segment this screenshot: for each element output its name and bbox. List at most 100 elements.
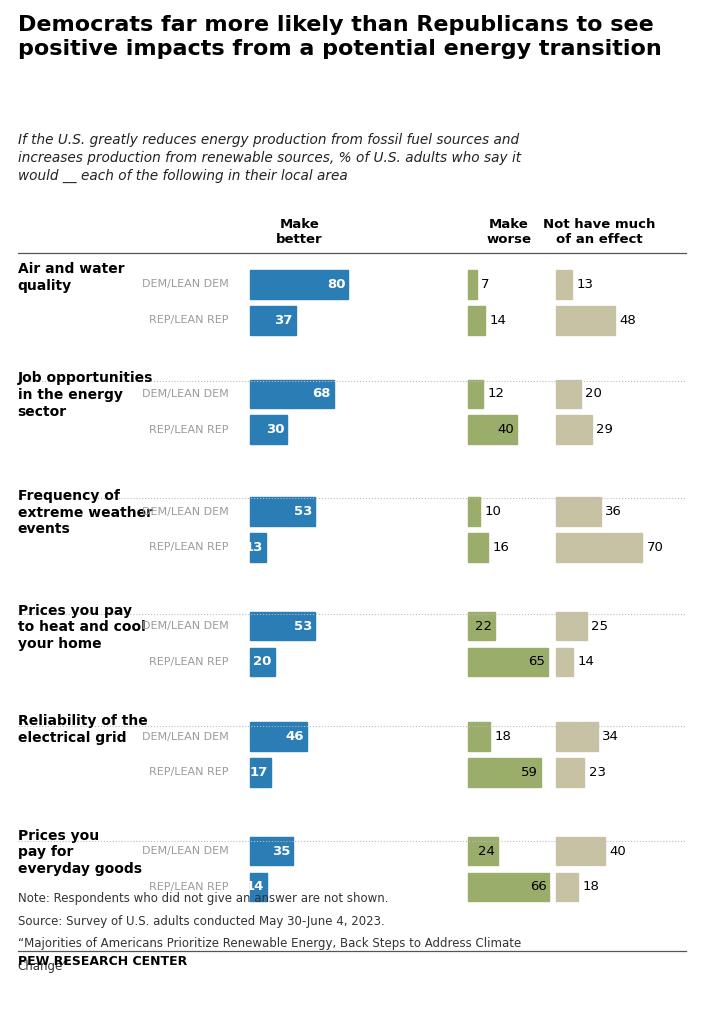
Text: 22: 22 (475, 620, 493, 632)
Text: 40: 40 (610, 845, 627, 857)
Text: Note: Respondents who did not give an answer are not shown.: Note: Respondents who did not give an an… (18, 892, 388, 905)
Bar (250, 415, 287, 444)
Text: DEM/LEAN DEM: DEM/LEAN DEM (142, 846, 229, 856)
Bar (556, 873, 579, 901)
Text: REP/LEAN REP: REP/LEAN REP (149, 425, 229, 435)
Text: REP/LEAN REP: REP/LEAN REP (149, 542, 229, 552)
Text: 53: 53 (294, 620, 313, 632)
Text: 10: 10 (484, 505, 501, 518)
Bar (250, 722, 307, 751)
Bar (556, 415, 592, 444)
Bar (250, 533, 266, 562)
Text: 12: 12 (487, 388, 504, 400)
Text: Prices you
pay for
everyday goods: Prices you pay for everyday goods (18, 829, 142, 876)
Text: 46: 46 (285, 730, 304, 743)
Text: REP/LEAN REP: REP/LEAN REP (149, 315, 229, 325)
Text: DEM/LEAN DEM: DEM/LEAN DEM (142, 506, 229, 517)
Text: 65: 65 (529, 656, 546, 668)
Text: Make
better: Make better (276, 218, 322, 246)
Bar (556, 612, 587, 640)
Bar (556, 837, 605, 865)
Bar (556, 758, 584, 787)
Text: Not have much
of an effect: Not have much of an effect (543, 218, 655, 246)
Text: 20: 20 (253, 656, 272, 668)
Text: 14: 14 (490, 314, 506, 326)
Text: 24: 24 (478, 845, 495, 857)
Text: 66: 66 (530, 881, 547, 893)
Text: 53: 53 (294, 505, 313, 518)
Bar (556, 722, 598, 751)
Text: Make
worse: Make worse (486, 218, 532, 246)
Text: 18: 18 (494, 730, 511, 743)
Bar (250, 270, 348, 299)
Text: 34: 34 (603, 730, 619, 743)
Text: REP/LEAN REP: REP/LEAN REP (149, 657, 229, 667)
Text: Reliability of the
electrical grid: Reliability of the electrical grid (18, 714, 147, 745)
Text: 13: 13 (245, 541, 263, 553)
Bar (468, 497, 480, 526)
Text: 36: 36 (605, 505, 622, 518)
Text: DEM/LEAN DEM: DEM/LEAN DEM (142, 389, 229, 399)
Bar (556, 533, 643, 562)
Bar (556, 380, 581, 408)
Text: 35: 35 (272, 845, 290, 857)
Text: 20: 20 (585, 388, 602, 400)
Bar (250, 837, 293, 865)
Bar (556, 306, 615, 335)
Bar (468, 648, 548, 676)
Text: Job opportunities
in the energy
sector: Job opportunities in the energy sector (18, 371, 153, 418)
Bar (250, 380, 334, 408)
Text: 14: 14 (578, 656, 594, 668)
Bar (556, 648, 573, 676)
Text: REP/LEAN REP: REP/LEAN REP (149, 882, 229, 892)
Text: 40: 40 (498, 424, 515, 436)
Bar (250, 758, 271, 787)
Bar (468, 758, 541, 787)
Text: 29: 29 (596, 424, 613, 436)
Text: If the U.S. greatly reduces energy production from fossil fuel sources and
incre: If the U.S. greatly reduces energy produ… (18, 133, 521, 183)
Text: 25: 25 (591, 620, 608, 632)
Text: 80: 80 (327, 278, 346, 291)
Text: 13: 13 (577, 278, 593, 291)
Text: DEM/LEAN DEM: DEM/LEAN DEM (142, 621, 229, 631)
Text: 59: 59 (521, 766, 538, 779)
Bar (468, 306, 486, 335)
Text: PEW RESEARCH CENTER: PEW RESEARCH CENTER (18, 955, 187, 969)
Text: 70: 70 (647, 541, 663, 553)
Text: 7: 7 (481, 278, 489, 291)
Text: 30: 30 (265, 424, 284, 436)
Bar (468, 722, 490, 751)
Bar (250, 873, 268, 901)
Bar (250, 648, 275, 676)
Text: Prices you pay
to heat and cool
your home: Prices you pay to heat and cool your hom… (18, 604, 145, 651)
Text: 18: 18 (583, 881, 599, 893)
Bar (468, 837, 498, 865)
Text: 48: 48 (620, 314, 636, 326)
Text: Source: Survey of U.S. adults conducted May 30-June 4, 2023.: Source: Survey of U.S. adults conducted … (18, 915, 384, 928)
Text: DEM/LEAN DEM: DEM/LEAN DEM (142, 279, 229, 290)
Bar (250, 306, 296, 335)
Bar (468, 415, 517, 444)
Text: 68: 68 (313, 388, 331, 400)
Bar (556, 497, 601, 526)
Text: 14: 14 (246, 881, 265, 893)
Text: DEM/LEAN DEM: DEM/LEAN DEM (142, 731, 229, 742)
Text: 16: 16 (492, 541, 509, 553)
Text: 23: 23 (589, 766, 605, 779)
Bar (468, 380, 483, 408)
Text: Democrats far more likely than Republicans to see
positive impacts from a potent: Democrats far more likely than Republica… (18, 15, 661, 59)
Text: 37: 37 (275, 314, 293, 326)
Text: Change”: Change” (18, 960, 69, 973)
Text: “Majorities of Americans Prioritize Renewable Energy, Back Steps to Address Clim: “Majorities of Americans Prioritize Rene… (18, 937, 521, 950)
Bar (468, 873, 550, 901)
Bar (250, 497, 315, 526)
Bar (468, 533, 488, 562)
Bar (468, 270, 477, 299)
Bar (556, 270, 572, 299)
Text: Air and water
quality: Air and water quality (18, 262, 124, 293)
Bar (468, 612, 496, 640)
Text: REP/LEAN REP: REP/LEAN REP (149, 767, 229, 777)
Text: Frequency of
extreme weather
events: Frequency of extreme weather events (18, 489, 153, 536)
Bar (250, 612, 315, 640)
Text: 17: 17 (250, 766, 268, 779)
